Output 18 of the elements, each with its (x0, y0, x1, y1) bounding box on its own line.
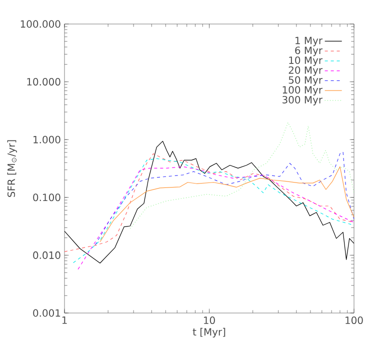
legend-label: 300 Myr (282, 96, 323, 106)
x-tick-label: 10 (204, 316, 215, 324)
y-tick-label: 1.000 (34, 136, 60, 144)
legend-label: 1 Myr (296, 36, 323, 46)
x-tick-label: 100 (346, 316, 363, 324)
y-tick-label: 100.000 (20, 20, 60, 28)
legend-label: 100 Myr (282, 86, 323, 96)
y-tick-label: 0.100 (33, 194, 60, 202)
x-axis-title: t [Myr] (192, 328, 226, 338)
legend-label: 6 Myr (295, 46, 323, 56)
legend-label: 10 Myr (289, 56, 323, 66)
x-tick-label: 1 (62, 316, 67, 324)
y-tick-label: 10.000 (27, 78, 60, 86)
y-tick-label: 0.010 (33, 251, 60, 259)
legend-label: 50 Myr (288, 76, 323, 86)
y-axis-title: SFR [M$_{⊙}$/yr] (7, 140, 17, 197)
y-tick-label: 0.001 (33, 309, 60, 317)
legend-label: 20 Myr (288, 66, 323, 76)
